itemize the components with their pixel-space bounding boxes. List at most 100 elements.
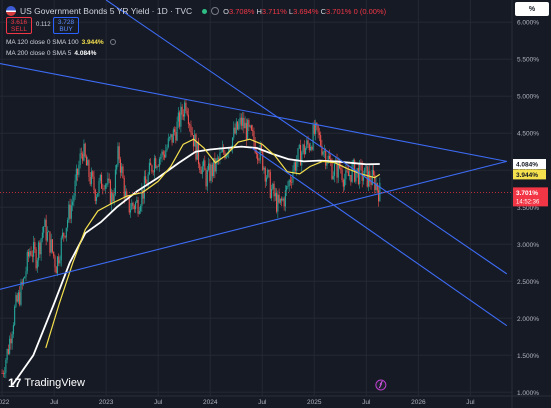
candle-body bbox=[160, 157, 162, 159]
candle-body bbox=[111, 192, 113, 205]
candle-body bbox=[25, 271, 27, 277]
candle-body bbox=[332, 175, 334, 180]
candle-body bbox=[270, 189, 273, 198]
x-tick-label: Jul bbox=[50, 399, 59, 406]
candle-body bbox=[323, 150, 325, 152]
candle-body bbox=[141, 189, 143, 207]
candle-body bbox=[75, 168, 77, 181]
candle-body bbox=[366, 166, 368, 187]
candle-body bbox=[321, 145, 323, 155]
alert-icon[interactable] bbox=[211, 7, 220, 15]
candle-body bbox=[282, 198, 284, 201]
candle-body bbox=[31, 255, 33, 257]
candle-body bbox=[262, 151, 264, 170]
trendline[interactable] bbox=[0, 160, 507, 290]
candle-body bbox=[238, 123, 240, 130]
candle-body bbox=[33, 242, 35, 257]
candle-body bbox=[350, 174, 352, 182]
buy-button[interactable]: 3.728 BUY bbox=[53, 17, 79, 34]
trendline[interactable] bbox=[251, 147, 508, 327]
candle-body bbox=[34, 242, 36, 250]
indicator-ma200[interactable]: MA 200 close 0 SMA 5 4.084% bbox=[6, 48, 96, 58]
candle-body bbox=[40, 238, 42, 255]
candle-body bbox=[218, 158, 220, 160]
percent-scale-button[interactable]: % bbox=[515, 2, 549, 16]
candle-body bbox=[117, 146, 119, 165]
candle-body bbox=[67, 220, 69, 228]
candle-body bbox=[150, 162, 152, 166]
candle-body bbox=[260, 144, 263, 152]
candle-body bbox=[225, 153, 227, 159]
candle-body bbox=[45, 219, 47, 241]
candle-body bbox=[341, 169, 343, 181]
candle-body bbox=[304, 148, 307, 155]
candle-body bbox=[220, 151, 222, 153]
candle-body bbox=[263, 167, 265, 170]
candle-body bbox=[114, 169, 116, 195]
candle-body bbox=[362, 177, 365, 181]
candle-body bbox=[4, 372, 6, 375]
candle-body bbox=[174, 129, 176, 132]
eye-icon[interactable] bbox=[109, 39, 116, 45]
candle-body bbox=[259, 144, 261, 161]
candle-body bbox=[158, 158, 161, 167]
candle-body bbox=[22, 278, 25, 285]
candle-body bbox=[264, 167, 266, 182]
candle-body bbox=[12, 325, 14, 335]
candle-body bbox=[27, 251, 30, 257]
candle-body bbox=[93, 176, 95, 190]
candle-body bbox=[355, 171, 357, 182]
candle-body bbox=[216, 158, 218, 160]
candle-body bbox=[20, 281, 22, 305]
candle-body bbox=[315, 122, 317, 134]
candle-body bbox=[107, 178, 109, 185]
symbol-title[interactable]: US Government Bonds 5 YR Yield · 1D · TV… bbox=[20, 6, 193, 16]
candle-body bbox=[308, 144, 310, 151]
candle-body bbox=[17, 292, 20, 302]
market-status-icon bbox=[202, 8, 208, 14]
x-tick-label: Jul bbox=[466, 399, 475, 406]
candle-body bbox=[180, 106, 182, 127]
candle-body bbox=[286, 186, 288, 191]
candle-body bbox=[35, 249, 37, 269]
candle-body bbox=[306, 140, 308, 149]
candle-body bbox=[244, 122, 246, 129]
candle-body bbox=[288, 180, 290, 187]
candle-body bbox=[302, 144, 304, 153]
candle-body bbox=[265, 177, 268, 182]
candle-body bbox=[376, 183, 378, 191]
candle-body bbox=[68, 204, 70, 221]
candle-body bbox=[129, 209, 132, 213]
candle-body bbox=[36, 260, 38, 269]
x-tick-label: Jul bbox=[258, 399, 267, 406]
candle-body bbox=[109, 180, 111, 205]
trendline[interactable] bbox=[0, 62, 507, 162]
indicator-ma120[interactable]: MA 120 close 0 SMA 100 3.944% bbox=[6, 37, 116, 47]
candle-body bbox=[203, 160, 205, 167]
candle-body bbox=[283, 198, 285, 207]
candle-body bbox=[267, 169, 269, 178]
tradingview-logo: 17 TradingView bbox=[8, 376, 85, 390]
candle-body bbox=[337, 159, 339, 178]
candle-body bbox=[234, 127, 236, 134]
candle-body bbox=[10, 338, 12, 344]
candle-body bbox=[189, 123, 191, 126]
candle-body bbox=[187, 114, 189, 124]
y-tick-label: 6.000% bbox=[517, 20, 539, 27]
candle-body bbox=[108, 178, 110, 181]
indicator-ma200-label: MA 200 close 0 SMA 5 bbox=[6, 49, 72, 57]
candle-body bbox=[116, 164, 118, 170]
trendline[interactable] bbox=[105, 0, 508, 275]
candle-body bbox=[364, 167, 366, 178]
symbol-header: US Government Bonds 5 YR Yield · 1D · TV… bbox=[6, 4, 386, 18]
candle-body bbox=[179, 112, 181, 127]
candle-body bbox=[201, 166, 203, 174]
sell-button[interactable]: 3.616 SELL bbox=[6, 17, 32, 34]
candle-body bbox=[342, 180, 344, 187]
candle-body bbox=[240, 117, 242, 126]
x-tick-label: Jul bbox=[154, 399, 163, 406]
y-tick-label: 3.000% bbox=[517, 242, 539, 249]
candle-body bbox=[214, 158, 216, 172]
